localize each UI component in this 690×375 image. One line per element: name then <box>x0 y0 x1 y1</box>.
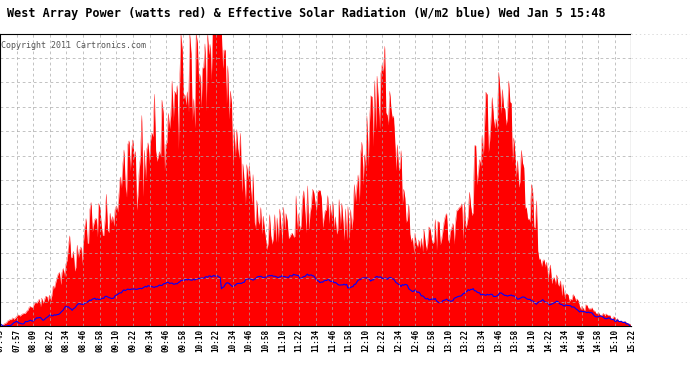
Text: 08:34: 08:34 <box>62 328 71 352</box>
Text: 10:58: 10:58 <box>262 328 270 352</box>
Text: 15:10: 15:10 <box>610 328 619 352</box>
Text: 12:34: 12:34 <box>394 328 403 352</box>
Text: 15:22: 15:22 <box>627 328 636 352</box>
Text: 10:10: 10:10 <box>195 328 204 352</box>
Text: 10:46: 10:46 <box>245 328 254 352</box>
Text: 08:46: 08:46 <box>79 328 88 352</box>
Text: West Array Power (watts red) & Effective Solar Radiation (W/m2 blue) Wed Jan 5 1: West Array Power (watts red) & Effective… <box>7 7 605 20</box>
Text: 11:34: 11:34 <box>311 328 320 352</box>
Text: 09:46: 09:46 <box>161 328 170 352</box>
Text: 12:46: 12:46 <box>411 328 420 352</box>
Text: 14:46: 14:46 <box>577 328 586 352</box>
Text: 13:22: 13:22 <box>461 328 470 352</box>
Text: 11:22: 11:22 <box>295 328 304 352</box>
Text: 08:22: 08:22 <box>46 328 55 352</box>
Text: 08:58: 08:58 <box>95 328 104 352</box>
Text: 14:34: 14:34 <box>560 328 569 352</box>
Text: 12:10: 12:10 <box>361 328 370 352</box>
Text: 08:09: 08:09 <box>29 328 38 352</box>
Text: Copyright 2011 Cartronics.com: Copyright 2011 Cartronics.com <box>1 41 146 50</box>
Text: 13:58: 13:58 <box>511 328 520 352</box>
Text: 14:10: 14:10 <box>527 328 536 352</box>
Text: 14:58: 14:58 <box>593 328 602 352</box>
Text: 11:58: 11:58 <box>344 328 353 352</box>
Text: 13:10: 13:10 <box>444 328 453 352</box>
Text: 09:22: 09:22 <box>128 328 137 352</box>
Text: 09:58: 09:58 <box>178 328 187 352</box>
Text: 13:34: 13:34 <box>477 328 486 352</box>
Text: 07:45: 07:45 <box>0 328 5 352</box>
Text: 10:34: 10:34 <box>228 328 237 352</box>
Text: 12:58: 12:58 <box>428 328 437 352</box>
Text: 10:22: 10:22 <box>212 328 221 352</box>
Text: 07:57: 07:57 <box>12 328 21 352</box>
Text: 14:22: 14:22 <box>544 328 553 352</box>
Text: 11:10: 11:10 <box>278 328 287 352</box>
Text: 09:10: 09:10 <box>112 328 121 352</box>
Text: 13:46: 13:46 <box>494 328 503 352</box>
Text: 11:46: 11:46 <box>328 328 337 352</box>
Text: 09:34: 09:34 <box>145 328 154 352</box>
Text: 12:22: 12:22 <box>377 328 386 352</box>
